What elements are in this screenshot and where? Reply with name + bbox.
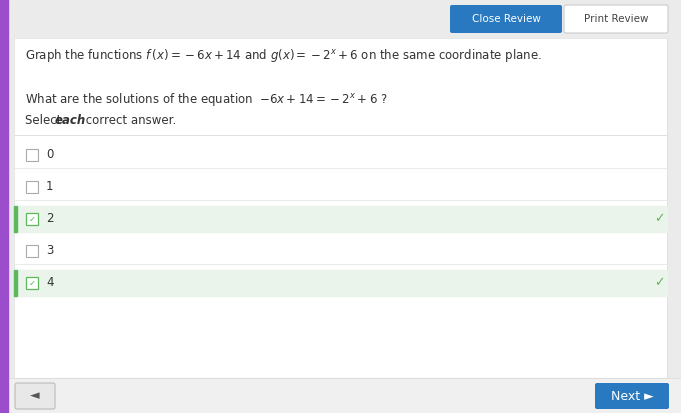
FancyBboxPatch shape bbox=[450, 5, 562, 33]
Bar bbox=[14, 206, 17, 232]
Text: Graph the functions $\mathit{f}\,(\mathit{x})=-6\mathit{x}+14$ and $\mathit{g}(\: Graph the functions $\mathit{f}\,(\mathi… bbox=[25, 47, 542, 64]
Bar bbox=[14, 206, 667, 232]
Text: What are the solutions of the equation  $-6\mathit{x}+14=-2^\mathit{x}+6$ ?: What are the solutions of the equation $… bbox=[25, 92, 387, 109]
Text: Next ►: Next ► bbox=[611, 389, 653, 403]
Bar bbox=[14, 38, 667, 378]
FancyBboxPatch shape bbox=[564, 5, 668, 33]
Text: correct answer.: correct answer. bbox=[82, 114, 176, 126]
Bar bbox=[8, 378, 681, 413]
Text: ✓: ✓ bbox=[654, 213, 664, 225]
Text: 3: 3 bbox=[46, 244, 53, 257]
Bar bbox=[8, 0, 681, 38]
Text: Print Review: Print Review bbox=[584, 14, 648, 24]
Text: 1: 1 bbox=[46, 180, 54, 194]
Text: 4: 4 bbox=[46, 276, 54, 290]
Text: 2: 2 bbox=[46, 213, 54, 225]
Bar bbox=[14, 38, 667, 378]
Text: 0: 0 bbox=[46, 149, 53, 161]
Text: ◄: ◄ bbox=[30, 389, 39, 403]
Text: each: each bbox=[55, 114, 86, 126]
Bar bbox=[26, 213, 38, 225]
Bar bbox=[26, 181, 38, 193]
Bar bbox=[14, 270, 667, 296]
Bar bbox=[26, 149, 38, 161]
Text: ✓: ✓ bbox=[654, 276, 664, 290]
Bar bbox=[26, 277, 38, 289]
FancyBboxPatch shape bbox=[595, 383, 669, 409]
Text: Close Review: Close Review bbox=[471, 14, 541, 24]
Text: ✓: ✓ bbox=[29, 214, 35, 223]
FancyBboxPatch shape bbox=[15, 383, 55, 409]
Text: ✓: ✓ bbox=[29, 278, 35, 287]
Bar bbox=[14, 270, 17, 296]
Bar bbox=[0, 0, 8, 413]
Bar bbox=[26, 245, 38, 257]
Text: Select: Select bbox=[25, 114, 65, 126]
